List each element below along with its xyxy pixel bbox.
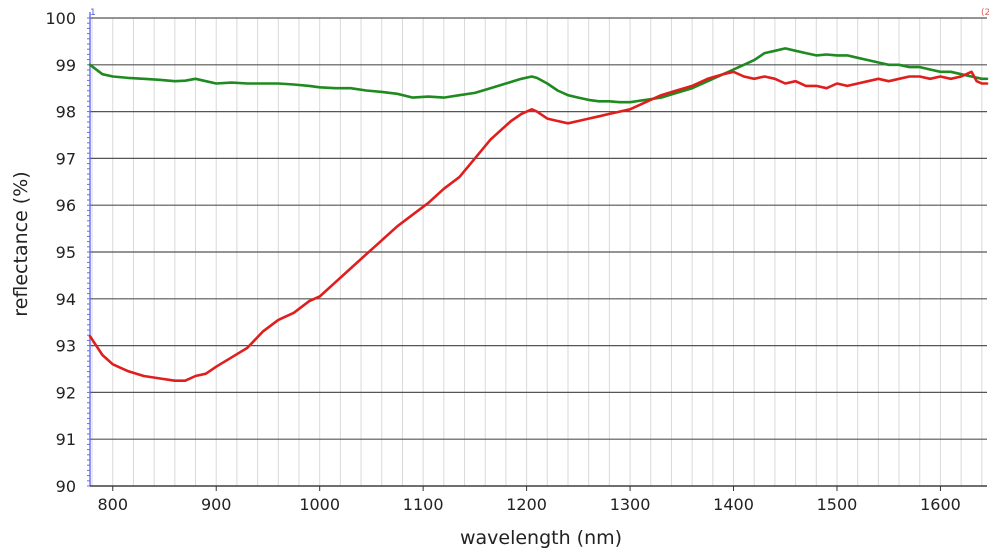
y-tick-label: 95 <box>56 243 76 262</box>
major-gridlines <box>90 17 987 487</box>
x-tick-label: 1600 <box>920 495 961 514</box>
series-layer <box>88 47 989 383</box>
y-tick-label: 94 <box>56 290 76 309</box>
y-tick-label: 97 <box>56 149 76 168</box>
x-tick-label: 1000 <box>299 495 340 514</box>
x-tick-label: 1300 <box>610 495 651 514</box>
green-series-line <box>88 47 989 104</box>
y-tick-label: 100 <box>45 9 76 28</box>
y-tick-label: 98 <box>56 103 76 122</box>
x-tick-label: 1100 <box>403 495 444 514</box>
x-tick-label: 900 <box>201 495 232 514</box>
x-tick-label: 1500 <box>817 495 858 514</box>
y-tick-label: 96 <box>56 196 76 215</box>
x-tick-labels: 800 900 1000 1100 1200 1300 1400 1500 1600 <box>97 486 961 514</box>
y-tick-label: 92 <box>56 383 76 402</box>
y-axis-title: reflectance (%) <box>10 171 32 316</box>
left-corner-marker: 1 <box>90 8 96 18</box>
y-tick-label: 90 <box>56 477 76 496</box>
red-series-line <box>88 70 989 383</box>
x-tick-label: 1400 <box>713 495 754 514</box>
y-tick-label: 91 <box>56 430 76 449</box>
plot-axes <box>87 12 987 487</box>
x-tick-label: 800 <box>97 495 128 514</box>
x-tick-label: 1200 <box>506 495 547 514</box>
y-tick-labels: 90 91 92 93 94 95 96 97 98 99 100 <box>45 9 76 496</box>
right-corner-marker: (2 <box>981 8 989 18</box>
y-tick-label: 99 <box>56 56 76 75</box>
y-tick-label: 93 <box>56 337 76 356</box>
x-axis-title: wavelength (nm) <box>460 527 622 549</box>
